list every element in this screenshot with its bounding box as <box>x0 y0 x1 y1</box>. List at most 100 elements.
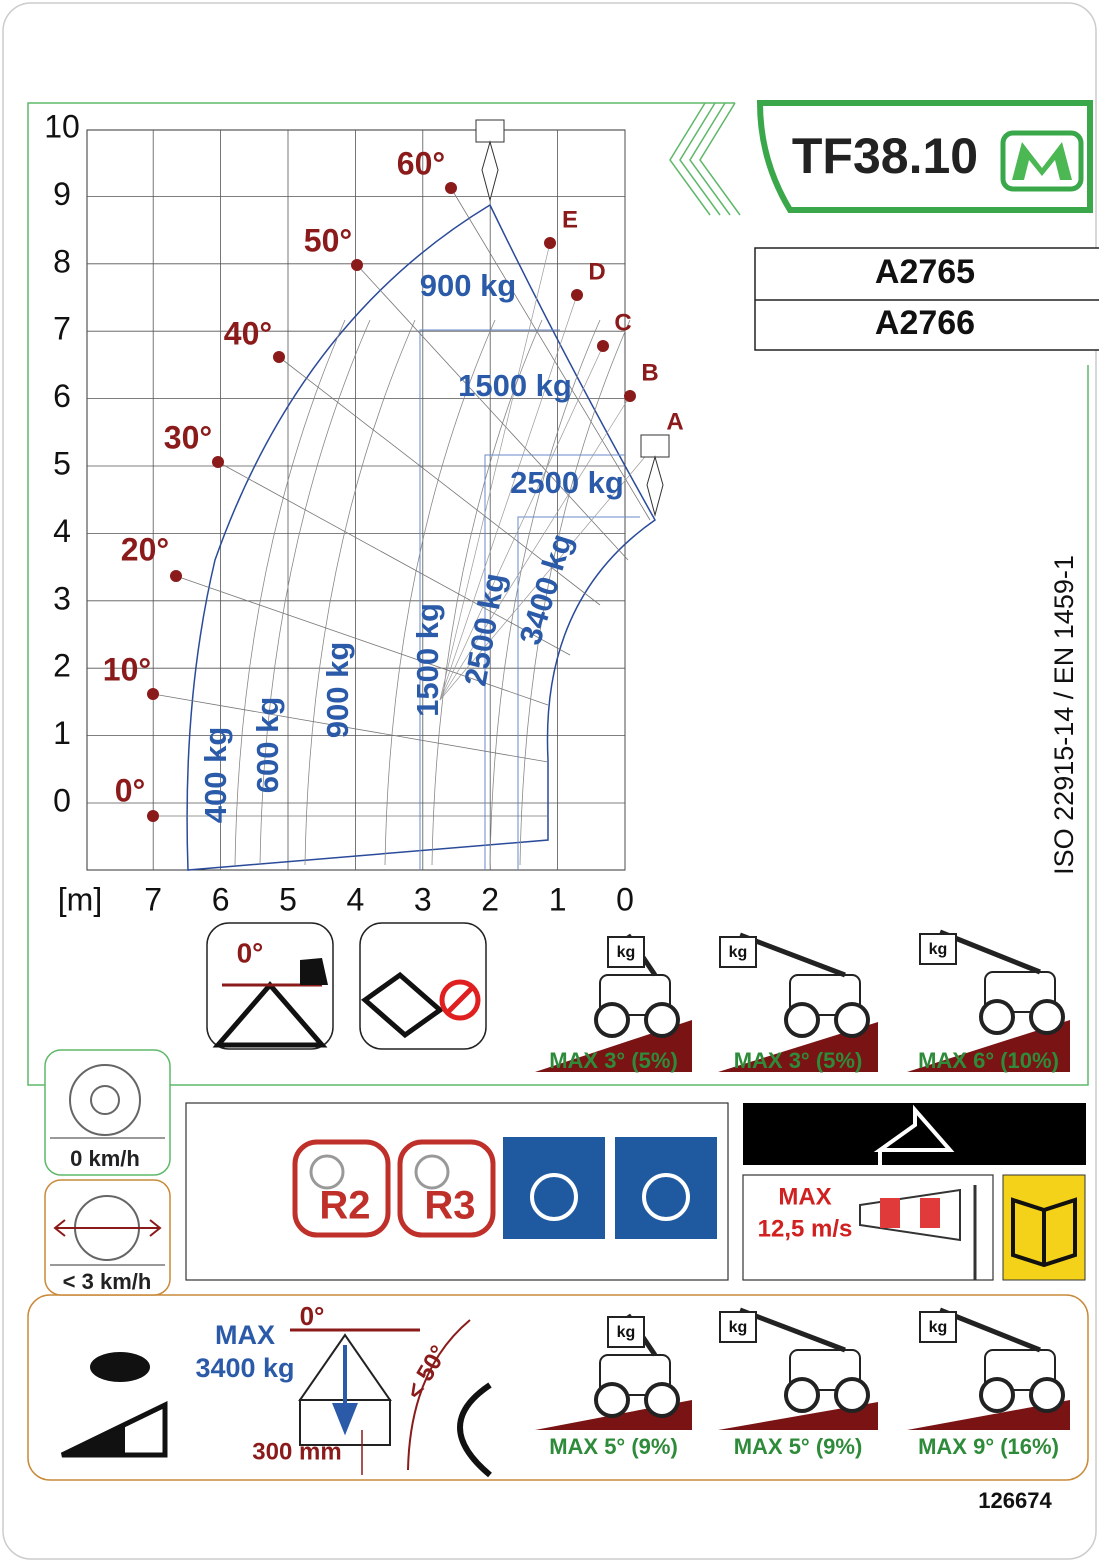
point-ray <box>439 242 551 701</box>
load-label: 2500 kg <box>458 571 512 689</box>
boom-angle: 0° <box>237 937 264 968</box>
point-ray <box>439 294 578 701</box>
machine-wheel <box>834 1002 870 1038</box>
point-label: B <box>641 359 658 386</box>
load-label: 1500 kg <box>458 368 572 403</box>
angle-dot <box>445 182 457 194</box>
manual-book <box>1011 1197 1077 1268</box>
speed-label: < 3 km/h <box>63 1269 152 1294</box>
machine-wheel <box>594 1002 630 1038</box>
x-tick-label: 0 <box>616 881 634 917</box>
code: A2766 <box>875 304 975 342</box>
tyre-label: R3 <box>424 1184 475 1228</box>
y-tick-label: 10 <box>44 108 80 144</box>
y-tick-label: 4 <box>53 513 71 549</box>
machine-wheel <box>594 1382 630 1418</box>
icon-prohibit <box>446 986 474 1014</box>
x-tick-label: 2 <box>481 881 499 917</box>
load-label: 400 kg <box>198 727 233 824</box>
down-arrow <box>332 1345 358 1436</box>
point-dot <box>571 289 583 301</box>
slope-label: MAX 5° (9%) <box>549 1434 678 1459</box>
machine-boom <box>739 1307 846 1353</box>
machine-wheel <box>784 1377 820 1413</box>
angle-label: 60° <box>397 145 445 181</box>
x-tick-label: 7 <box>144 881 162 917</box>
lift-angle: < 50° <box>401 1341 453 1404</box>
travel-wheel <box>457 1382 492 1478</box>
load-arc <box>304 319 416 866</box>
icon-prohibit <box>439 979 481 1021</box>
slope-label: MAX 6° (10%) <box>918 1048 1059 1073</box>
load-envelope <box>186 203 656 871</box>
angle-dot <box>147 688 159 700</box>
kg-box <box>919 933 957 965</box>
y-tick-label: 6 <box>53 378 71 414</box>
logo-mark <box>1012 142 1072 180</box>
slope <box>718 1402 878 1430</box>
zone-boundary <box>484 454 625 870</box>
boom-angle: 0° <box>300 1301 325 1331</box>
load-arc <box>234 319 346 866</box>
green-frame <box>27 102 1089 1086</box>
fork-icon <box>646 455 664 517</box>
travel-arrow <box>53 1219 162 1237</box>
tyre-icon <box>414 1154 450 1190</box>
orange-frame <box>27 1294 1089 1481</box>
zone-boundary <box>517 516 640 870</box>
pressure-icon <box>615 1137 717 1239</box>
icon-triangle <box>212 981 328 1048</box>
y-tick-label: 3 <box>53 580 71 616</box>
load-arc <box>519 319 631 866</box>
angle-label: 50° <box>304 222 352 258</box>
machine-wheel <box>784 1002 820 1038</box>
badge-stripe <box>699 102 741 216</box>
slope-label: MAX 3° (5%) <box>549 1048 678 1073</box>
y-tick-label: 7 <box>53 311 71 347</box>
kg-label: kg <box>729 1319 748 1336</box>
machine-wheel <box>979 999 1015 1035</box>
load-arc <box>489 319 601 866</box>
point-label: C <box>614 309 631 336</box>
angle-ray <box>450 187 651 521</box>
point-dot <box>544 237 556 249</box>
machine-boom <box>739 932 846 978</box>
y-tick-label: 8 <box>53 243 71 279</box>
slope-label: MAX 3° (5%) <box>734 1048 863 1073</box>
icon-bucket <box>300 958 328 985</box>
badge-stripe <box>689 102 731 216</box>
point-ray <box>439 395 631 701</box>
angle-dot <box>351 259 363 271</box>
point-ray <box>439 345 604 701</box>
angle-ray <box>175 575 549 706</box>
height-label: 300 mm <box>252 1438 341 1465</box>
x-tick-label: 3 <box>414 881 432 917</box>
fork-icon <box>481 140 499 202</box>
angle-dot <box>147 810 159 822</box>
angle-label: 0° <box>115 772 146 808</box>
point-label: A <box>666 408 683 435</box>
slope <box>718 1022 878 1072</box>
angle-label: 20° <box>121 531 169 567</box>
windsock-band <box>880 1198 900 1228</box>
kg-box <box>719 1311 757 1343</box>
load-label: 900 kg <box>420 268 517 303</box>
pressure-icon <box>642 1173 690 1221</box>
load-label: 3400 kg <box>512 530 579 649</box>
point-label: E <box>562 206 578 233</box>
angle-dot <box>170 570 182 582</box>
incline-fill <box>62 1425 125 1455</box>
slope-label: MAX 9° (16%) <box>918 1434 1059 1459</box>
slope <box>907 1400 1070 1430</box>
load-label: 1500 kg <box>410 603 445 717</box>
angle-ray <box>278 356 601 606</box>
slope <box>907 1020 1070 1072</box>
kg-label: kg <box>929 1319 948 1336</box>
load-label: 900 kg <box>320 642 355 739</box>
x-tick-label: 1 <box>549 881 567 917</box>
kg-label: kg <box>617 944 636 961</box>
kg-box <box>919 1311 957 1343</box>
point-dot <box>597 340 609 352</box>
machine-wheel <box>1029 999 1065 1035</box>
fork-icon <box>640 434 670 458</box>
